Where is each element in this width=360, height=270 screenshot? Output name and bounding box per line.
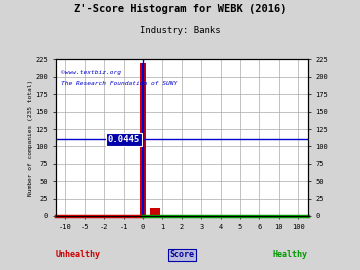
Text: Unhealthy: Unhealthy xyxy=(56,250,101,259)
Text: Industry: Banks: Industry: Banks xyxy=(140,26,220,35)
Text: Healthy: Healthy xyxy=(273,250,308,259)
Bar xyxy=(150,208,159,216)
Text: 0.0445: 0.0445 xyxy=(108,135,140,144)
Text: Z'-Score Histogram for WEBK (2016): Z'-Score Histogram for WEBK (2016) xyxy=(74,4,286,14)
Bar xyxy=(142,63,144,216)
Text: Score: Score xyxy=(169,250,194,259)
Bar xyxy=(140,63,147,216)
Text: The Research Foundation of SUNY: The Research Foundation of SUNY xyxy=(61,81,177,86)
Text: ©www.textbiz.org: ©www.textbiz.org xyxy=(61,70,121,75)
Y-axis label: Number of companies (235 total): Number of companies (235 total) xyxy=(28,80,33,196)
